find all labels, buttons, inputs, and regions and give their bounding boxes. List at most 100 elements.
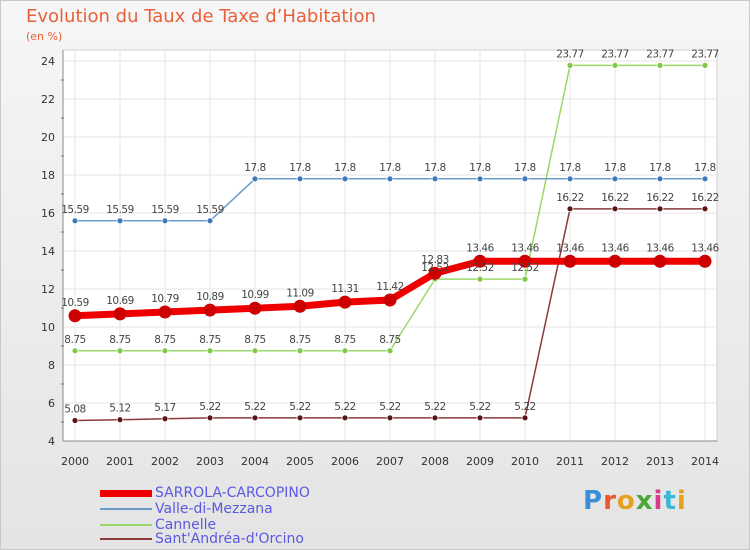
data-label: 17.8 — [604, 162, 625, 174]
data-label: 5.17 — [154, 402, 175, 414]
y-tick-label: 8 — [48, 359, 55, 372]
data-point — [653, 254, 667, 268]
data-label: 13.46 — [511, 242, 539, 254]
data-point — [566, 175, 574, 183]
data-point — [698, 254, 712, 268]
data-label: 10.99 — [241, 289, 269, 301]
data-label: 23.77 — [691, 48, 719, 60]
data-point — [473, 254, 487, 268]
data-label: 13.46 — [466, 242, 494, 254]
data-label: 17.8 — [469, 162, 490, 174]
data-label: 17.8 — [289, 162, 310, 174]
x-tick-label: 2014 — [691, 455, 719, 468]
data-point — [251, 347, 259, 355]
x-tick-label: 2002 — [151, 455, 179, 468]
data-point — [251, 414, 259, 422]
data-point — [203, 303, 217, 317]
data-point — [701, 175, 709, 183]
x-tick-label: 2010 — [511, 455, 539, 468]
data-label: 5.12 — [109, 403, 130, 415]
data-label: 11.31 — [331, 283, 359, 295]
x-tick-label: 2007 — [376, 455, 404, 468]
x-tick-label: 2013 — [646, 455, 674, 468]
data-label: 17.8 — [559, 162, 580, 174]
data-label: 5.08 — [64, 403, 85, 415]
y-tick-label: 10 — [41, 321, 55, 334]
data-label: 10.79 — [151, 293, 179, 305]
x-tick-label: 2006 — [331, 455, 359, 468]
data-point — [701, 61, 709, 69]
x-tick-label: 2009 — [466, 455, 494, 468]
data-label: 16.22 — [556, 192, 584, 204]
data-label: 8.75 — [334, 334, 355, 346]
data-point — [248, 301, 262, 315]
x-tick-label: 2011 — [556, 455, 584, 468]
data-label: 5.22 — [289, 401, 310, 413]
data-label: 16.22 — [691, 192, 719, 204]
y-tick-label: 4 — [48, 435, 55, 448]
data-label: 12.52 — [466, 262, 494, 274]
data-label: 12.83 — [421, 254, 449, 266]
data-point — [566, 61, 574, 69]
data-point — [158, 305, 172, 319]
data-point — [338, 295, 352, 309]
data-point — [386, 175, 394, 183]
data-label: 15.59 — [61, 204, 89, 216]
logo-letter: o — [616, 486, 636, 516]
data-label: 13.46 — [556, 242, 584, 254]
data-point — [206, 217, 214, 225]
logo-letter: t — [663, 486, 677, 516]
data-label: 5.22 — [199, 401, 220, 413]
data-label: 5.22 — [379, 401, 400, 413]
legend-item: Valle-di-Mezzana — [100, 502, 273, 516]
data-label: 11.42 — [376, 281, 404, 293]
data-point — [701, 205, 709, 213]
data-point — [251, 175, 259, 183]
y-tick-label: 24 — [41, 55, 55, 68]
y-tick-label: 18 — [41, 169, 55, 182]
data-point — [71, 217, 79, 225]
data-point — [296, 347, 304, 355]
data-point — [296, 175, 304, 183]
y-axis-unit: (en %) — [26, 30, 63, 43]
data-point — [383, 293, 397, 307]
data-label: 17.8 — [424, 162, 445, 174]
data-label: 10.59 — [61, 297, 89, 309]
data-label: 8.75 — [379, 334, 400, 346]
x-tick-label: 2000 — [61, 455, 89, 468]
legend-swatch — [100, 489, 152, 497]
data-label: 13.46 — [646, 242, 674, 254]
data-label: 10.89 — [196, 291, 224, 303]
data-point — [656, 175, 664, 183]
data-label: 8.75 — [244, 334, 265, 346]
data-label: 17.8 — [514, 162, 535, 174]
data-label: 8.75 — [199, 334, 220, 346]
legend-label: SARROLA-CARCOPINO — [155, 485, 310, 501]
data-point — [386, 414, 394, 422]
data-point — [563, 254, 577, 268]
data-label: 23.77 — [601, 48, 629, 60]
data-label: 5.22 — [244, 401, 265, 413]
data-point — [476, 175, 484, 183]
x-tick-label: 2004 — [241, 455, 269, 468]
proxiti-logo: Proxiti — [583, 486, 687, 516]
logo-letter: i — [676, 486, 687, 516]
data-point — [341, 175, 349, 183]
x-tick-label: 2012 — [601, 455, 629, 468]
data-point — [161, 415, 169, 423]
legend-item: Cannelle — [100, 518, 216, 532]
data-label: 12.52 — [421, 262, 449, 274]
data-label: 8.75 — [154, 334, 175, 346]
data-point — [206, 347, 214, 355]
data-label: 17.8 — [334, 162, 355, 174]
data-point — [518, 254, 532, 268]
legend-label: Valle-di-Mezzana — [155, 501, 273, 517]
data-label: 17.8 — [694, 162, 715, 174]
data-label: 8.75 — [64, 334, 85, 346]
y-tick-label: 12 — [41, 283, 55, 296]
data-point — [521, 175, 529, 183]
data-point — [656, 61, 664, 69]
y-tick-label: 14 — [41, 245, 55, 258]
logo-letter: r — [603, 486, 617, 516]
x-tick-label: 2008 — [421, 455, 449, 468]
